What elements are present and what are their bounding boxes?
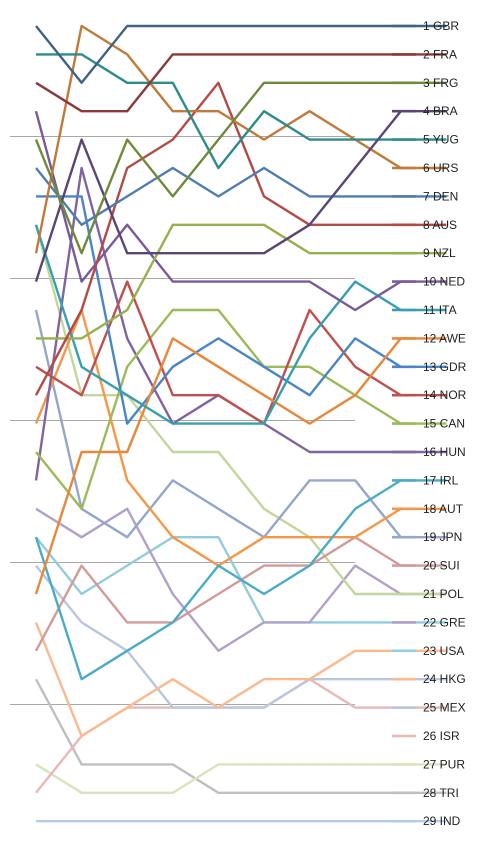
legend-label-hkg: 24 HKG [423,672,466,686]
legend-label-pol: 21 POL [423,587,464,601]
legend-label-yug: 5 YUG [423,133,459,147]
legend-label-aus: 8 AUS [423,218,457,232]
legend-label-hun: 16 HUN [423,445,466,459]
legend-label-tri: 28 TRI [423,786,459,800]
legend-label-awe: 12 AWE [423,331,466,345]
series-line-urs [34,24,447,254]
series-line-pur [35,763,447,794]
legend-label-nor: 14 NOR [423,388,467,402]
series-line-gdr [36,195,447,425]
legend-label-isr: 26 ISR [423,729,460,743]
legend-label-jpn: 19 JPN [423,530,462,544]
series-line-jpn [34,309,447,539]
series-line-aut [34,308,447,567]
legend-label-nzl: 9 NZL [423,246,456,260]
series-line-nor [35,280,447,425]
series-line-can [35,308,447,510]
series-line-mex [35,564,447,709]
legend-label-sui: 20 SUI [423,559,460,573]
legend: 1 GBR 2 FRA 3 FRG 4 BRA 5 YUG 6 URS 7 DEN 8 AUS… [392,19,467,828]
series-line-gbr [35,24,447,85]
legend-label-mex: 25 MEX [423,701,466,715]
series-line-irl [34,479,447,681]
legend-label-fra: 2 FRA [423,47,457,61]
legend-label-ned: 10 NED [423,275,465,289]
legend-label-usa: 23 USA [423,644,464,658]
series-line-ned [34,110,447,312]
gridlines [10,136,355,705]
legend-label-gbr: 1 GBR [423,19,459,33]
series-line-nzl [36,223,447,340]
legend-label-pur: 27 PUR [423,757,465,771]
legend-label-gdr: 13 GDR [423,360,467,374]
legend-label-urs: 6 URS [423,161,458,175]
legend-label-irl: 17 IRL [423,473,459,487]
series-line-den [35,166,447,227]
legend-label-can: 15 CAN [423,417,465,431]
series-line-awe [34,337,447,595]
series-lines [34,24,447,823]
legend-label-gre: 22 GRE [423,615,466,629]
legend-label-ind: 29 IND [423,814,461,828]
legend-label-den: 7 DEN [423,189,458,203]
series-line-fra [35,53,447,113]
legend-label-ita: 11 ITA [423,303,457,317]
legend-label-bra: 4 BRA [423,104,458,118]
series-line-hkg [34,621,447,738]
legend-label-aut: 18 AUT [423,502,464,516]
series-line-frg [34,81,447,255]
series-line-ita [34,224,447,425]
series-line-tri [34,678,447,794]
series-line-isr [35,678,447,794]
legend-label-frg: 3 FRG [423,76,458,90]
